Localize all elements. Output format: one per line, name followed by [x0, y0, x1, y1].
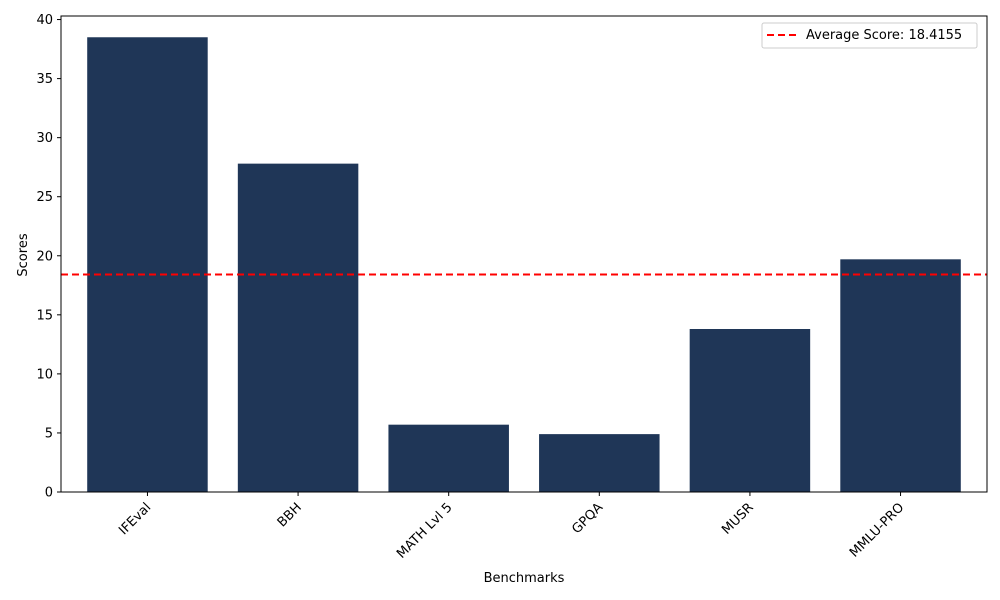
legend-label: Average Score: 18.4155	[806, 28, 962, 43]
y-axis-label: Scores	[16, 233, 31, 276]
y-tick-label: 35	[36, 72, 53, 87]
y-tick-label: 40	[36, 13, 53, 28]
y-tick-label: 0	[45, 486, 53, 501]
x-tick-label: IFEval	[116, 500, 154, 538]
y-ticks-group: 0 5 10 15 20 25 30 35 40	[36, 13, 61, 501]
bar	[840, 259, 961, 492]
x-tick-label: MUSR	[719, 500, 756, 537]
legend-box	[761, 22, 978, 49]
y-tick-label: 30	[36, 131, 53, 146]
bar	[237, 163, 359, 492]
y-tick-label: 15	[36, 308, 53, 323]
x-tick-label: BBH	[275, 500, 305, 530]
bar	[87, 37, 208, 492]
x-tick-label: MMLU-PRO	[847, 500, 907, 560]
y-tick-label: 20	[36, 249, 53, 264]
y-tick-label: 10	[36, 367, 53, 382]
bar	[689, 329, 811, 492]
x-tick-label: MATH Lvl 5	[394, 500, 455, 561]
x-axis-label: Benchmarks	[484, 571, 565, 586]
bar	[388, 424, 509, 492]
y-tick-label: 5	[45, 426, 53, 441]
axes-group	[60, 15, 988, 493]
x-ticks-group: IFEval BBH MATH Lvl 5 GPQA MUSR MMLU-PRO	[116, 492, 907, 562]
x-tick-label: GPQA	[569, 500, 606, 537]
bars-group	[87, 37, 961, 492]
y-tick-label: 25	[36, 190, 53, 205]
legend: Average Score: 18.4155	[761, 22, 978, 49]
plot-frame	[60, 15, 988, 493]
bar	[539, 434, 660, 492]
